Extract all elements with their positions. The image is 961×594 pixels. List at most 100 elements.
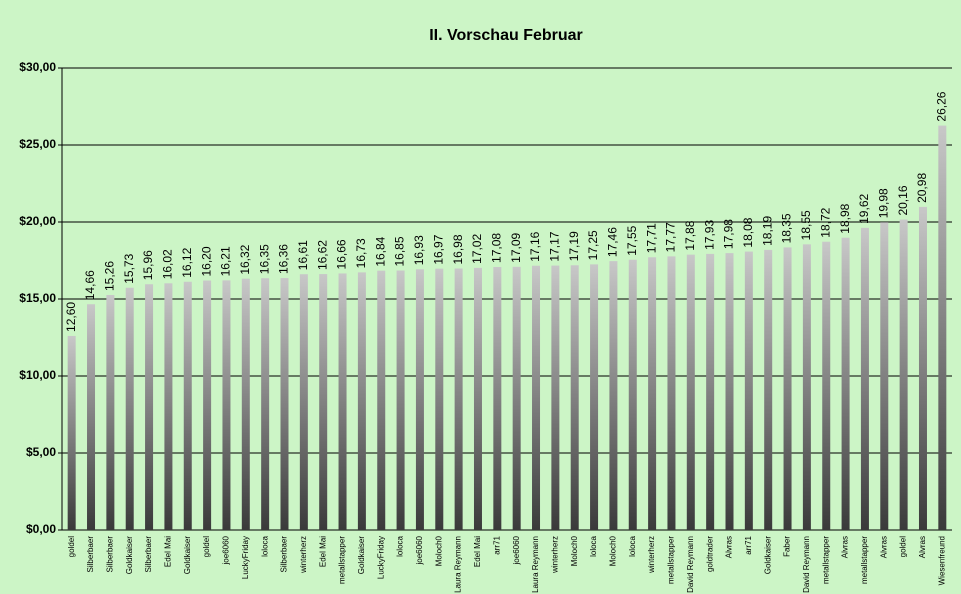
chart-title: II. Vorschau Februar bbox=[429, 27, 583, 44]
value-label: 16,36 bbox=[277, 244, 291, 274]
value-label: 17,55 bbox=[625, 225, 639, 255]
x-tick-label: Silberbaer bbox=[280, 536, 289, 573]
x-tick-label: metallstapper bbox=[667, 536, 676, 584]
value-label: 26,26 bbox=[934, 91, 948, 121]
x-tick-label: Goldkaiser bbox=[183, 536, 192, 575]
value-label: 16,84 bbox=[373, 236, 387, 266]
value-label: 17,77 bbox=[664, 222, 678, 252]
y-tick-label: $0,00 bbox=[26, 522, 56, 536]
value-label: 18,55 bbox=[799, 210, 813, 240]
value-label: 17,02 bbox=[470, 234, 484, 264]
x-tick-label: Alvras bbox=[879, 536, 888, 558]
bar bbox=[261, 278, 270, 530]
x-tick-label: Moloch0 bbox=[434, 535, 443, 566]
bar bbox=[319, 274, 328, 530]
x-tick-label: Alvras bbox=[725, 536, 734, 558]
value-label: 17,19 bbox=[567, 231, 581, 261]
x-tick-label: Goldkaiser bbox=[763, 536, 772, 575]
x-tick-label: joe6060 bbox=[415, 535, 424, 565]
value-label: 18,72 bbox=[818, 207, 832, 237]
x-tick-label: loloca bbox=[260, 535, 269, 556]
bar bbox=[938, 125, 947, 530]
bar bbox=[802, 244, 811, 530]
x-tick-label: metallstapper bbox=[860, 536, 869, 584]
x-tick-label: goldtrader bbox=[705, 536, 714, 572]
x-tick-label: winterherz bbox=[647, 536, 656, 574]
x-tick-label: winterherz bbox=[299, 536, 308, 574]
bar bbox=[551, 265, 560, 530]
bar bbox=[706, 253, 715, 531]
value-label: 16,12 bbox=[180, 247, 194, 277]
bar bbox=[667, 256, 676, 530]
value-label: 16,93 bbox=[412, 235, 426, 265]
bar bbox=[87, 304, 96, 530]
value-label: 17,46 bbox=[606, 227, 620, 257]
y-tick-label: $10,00 bbox=[19, 368, 56, 382]
x-tick-label: goldel bbox=[67, 536, 76, 558]
x-tick-label: arr71 bbox=[744, 535, 753, 554]
bar bbox=[512, 266, 521, 530]
value-label: 17,88 bbox=[683, 220, 697, 250]
x-tick-label: Laura Reymann bbox=[531, 536, 540, 593]
bar bbox=[241, 278, 250, 530]
bar bbox=[648, 257, 657, 530]
x-tick-label: Moloch0 bbox=[609, 535, 618, 566]
value-label: 17,93 bbox=[702, 220, 716, 250]
x-tick-label: winterherz bbox=[550, 536, 559, 574]
value-label: 16,73 bbox=[354, 238, 368, 268]
x-tick-label: goldel bbox=[202, 536, 211, 558]
x-tick-label: Alvras bbox=[841, 536, 850, 558]
x-tick-label: David Reymann bbox=[802, 536, 811, 593]
bar bbox=[338, 273, 347, 530]
x-tick-label: Moloch0 bbox=[570, 535, 579, 566]
bar bbox=[377, 270, 386, 530]
x-tick-label: Faber bbox=[783, 536, 792, 557]
bar bbox=[764, 249, 773, 530]
value-label: 17,17 bbox=[548, 231, 562, 261]
x-tick-label: joe6060 bbox=[222, 535, 231, 565]
bar bbox=[880, 222, 889, 531]
bar bbox=[822, 241, 831, 530]
bar bbox=[454, 268, 463, 530]
bar bbox=[222, 280, 231, 530]
value-label: 15,73 bbox=[122, 253, 136, 283]
bar bbox=[106, 294, 115, 530]
value-label: 18,98 bbox=[838, 203, 852, 233]
bar bbox=[570, 265, 579, 530]
x-tick-label: joe6060 bbox=[512, 535, 521, 565]
y-tick-label: $20,00 bbox=[19, 214, 56, 228]
x-tick-label: Laura Reymann bbox=[454, 536, 463, 593]
x-tick-label: Silberbaer bbox=[86, 536, 95, 573]
bar bbox=[590, 264, 599, 530]
bar bbox=[396, 270, 405, 530]
x-tick-label: Alvras bbox=[918, 536, 927, 558]
value-label: 20,16 bbox=[896, 185, 910, 215]
x-tick-label: LuckyFriday bbox=[376, 536, 385, 579]
x-tick-label: loloca bbox=[589, 535, 598, 556]
bar bbox=[67, 335, 76, 530]
x-tick-label: metallstapper bbox=[821, 536, 830, 584]
bar bbox=[493, 266, 502, 530]
value-label: 15,96 bbox=[141, 250, 155, 280]
value-label: 16,85 bbox=[393, 236, 407, 266]
bar bbox=[415, 269, 424, 530]
value-label: 16,97 bbox=[431, 234, 445, 264]
value-label: 14,66 bbox=[83, 270, 97, 300]
x-tick-label: Edel Mai bbox=[164, 536, 173, 567]
bar bbox=[183, 281, 192, 530]
value-label: 18,35 bbox=[780, 213, 794, 243]
bar bbox=[299, 274, 308, 530]
value-label: 17,98 bbox=[722, 219, 736, 249]
y-tick-label: $25,00 bbox=[19, 137, 56, 151]
value-label: 16,98 bbox=[451, 234, 465, 264]
x-tick-label: Silberbaer bbox=[105, 536, 114, 573]
bar bbox=[899, 219, 908, 530]
y-tick-label: $15,00 bbox=[19, 291, 56, 305]
value-label: 20,98 bbox=[915, 173, 929, 203]
x-tick-label: Silberbaer bbox=[144, 536, 153, 573]
bar bbox=[609, 261, 618, 530]
value-label: 19,98 bbox=[876, 188, 890, 218]
value-label: 17,16 bbox=[528, 231, 542, 261]
x-tick-label: goldel bbox=[899, 536, 908, 558]
